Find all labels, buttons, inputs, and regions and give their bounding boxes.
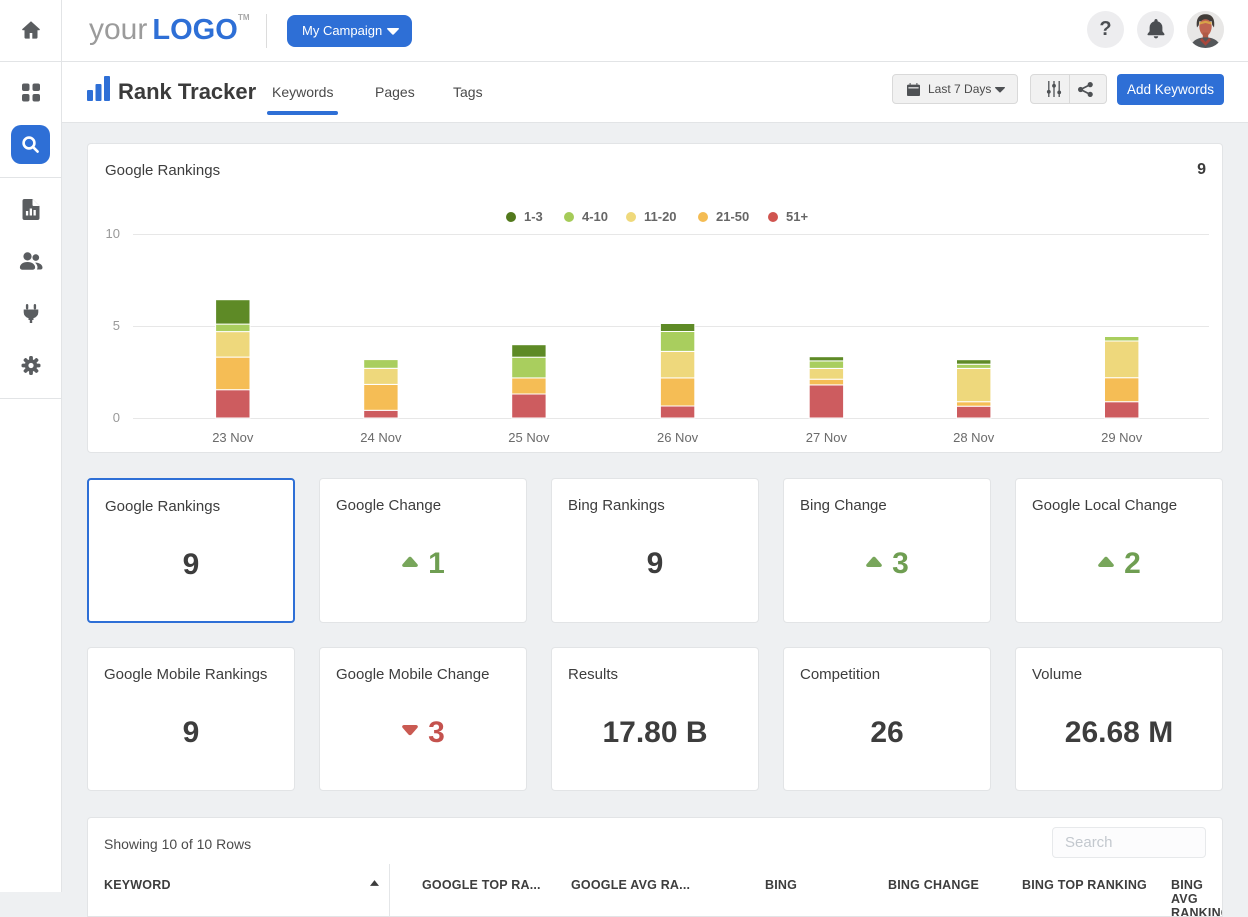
svg-text:27 Nov: 27 Nov: [806, 430, 848, 445]
svg-text:29 Nov: 29 Nov: [1101, 430, 1143, 445]
svg-text:24 Nov: 24 Nov: [360, 430, 402, 445]
svg-text:28 Nov: 28 Nov: [953, 430, 995, 445]
svg-text:26 Nov: 26 Nov: [657, 430, 699, 445]
svg-text:23 Nov: 23 Nov: [212, 430, 254, 445]
svg-text:25 Nov: 25 Nov: [508, 430, 550, 445]
svg-text:5: 5: [113, 318, 120, 333]
svg-text:10: 10: [106, 226, 120, 241]
svg-text:0: 0: [113, 410, 120, 425]
